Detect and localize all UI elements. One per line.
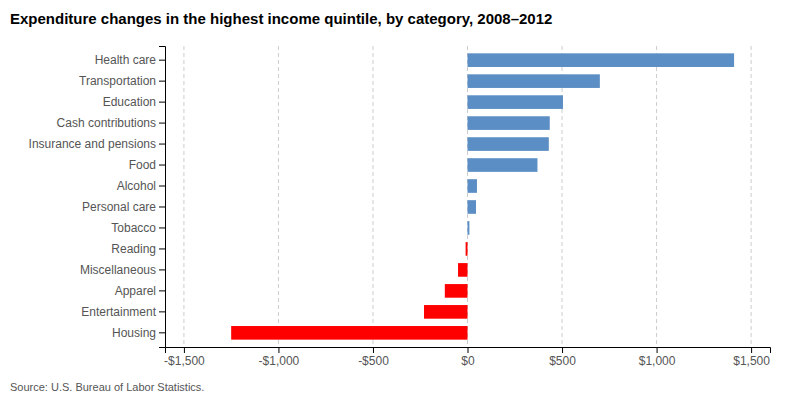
y-tick: Cash contributions (57, 116, 165, 130)
plot-area: -$1,500 -$1,000 -$500 $0 $500 $1,000 $1,500 Hea… (29, 46, 771, 368)
bar (424, 305, 467, 319)
x-tick: -$1,000 (259, 347, 300, 368)
y-tick-label: Food (129, 158, 156, 172)
x-tick-mark (657, 347, 658, 353)
y-tick-label: Personal care (82, 200, 156, 214)
x-tick: $1,500 (733, 347, 770, 368)
x-tick-label: -$1,500 (164, 354, 205, 368)
grid-line (562, 46, 563, 347)
grid-line (183, 46, 184, 347)
bar (458, 263, 467, 277)
bar (231, 326, 467, 340)
y-tick-mark (159, 269, 165, 270)
grid-line (656, 46, 657, 347)
y-tick: Apparel (115, 284, 165, 298)
y-tick: Insurance and pensions (29, 137, 165, 151)
y-tick-label: Tobacco (111, 221, 156, 235)
y-tick-label: Reading (111, 242, 156, 256)
grid-line (372, 46, 373, 347)
y-tick: Entertainment (81, 305, 165, 319)
annotation: Source: U.S. Bureau of Labor Statistics. (10, 381, 204, 393)
y-tick-label: Cash contributions (57, 116, 156, 130)
x-tick-mark (278, 347, 279, 353)
y-tick: Housing (112, 326, 165, 340)
grid-line (467, 46, 468, 347)
y-tick-label: Alcohol (117, 179, 156, 193)
y-tick-label: Health care (95, 53, 157, 67)
x-tick: $500 (549, 347, 576, 368)
y-tick-mark (159, 102, 165, 103)
x-tick-mark (184, 347, 185, 353)
y-tick: Personal care (82, 200, 165, 214)
bar (468, 53, 735, 67)
y-tick-mark (159, 123, 165, 124)
y-tick-mark (159, 290, 165, 291)
grid-line (751, 46, 752, 347)
y-tick-mark (159, 227, 165, 228)
y-tick-mark (159, 165, 165, 166)
y-tick-mark (159, 206, 165, 207)
y-tick-mark (159, 248, 165, 249)
x-tick-mark (562, 347, 563, 353)
y-tick-label: Miscellaneous (80, 263, 156, 277)
x-tick: -$500 (358, 347, 389, 368)
bar (468, 200, 477, 214)
y-tick-label: Education (103, 95, 156, 109)
y-tick-mark (159, 81, 165, 82)
y-tick: Health care (95, 53, 165, 67)
y-axis-line (159, 47, 166, 348)
y-tick-label: Insurance and pensions (29, 137, 156, 151)
x-tick-label: $500 (549, 354, 576, 368)
bar (468, 116, 550, 130)
y-tick-label: Housing (112, 326, 156, 340)
y-tick-label: Apparel (115, 284, 156, 298)
bar (468, 158, 538, 172)
bar (468, 74, 600, 88)
y-tick: Alcohol (117, 179, 165, 193)
bar (468, 137, 549, 151)
y-tick-mark (159, 144, 165, 145)
x-axis: -$1,500 -$1,000 -$500 $0 $500 $1,000 $1,500 (164, 347, 770, 368)
y-tick-label: Entertainment (81, 305, 156, 319)
x-tick-mark (468, 347, 469, 353)
y-tick-label: Transportation (79, 74, 156, 88)
y-tick: Miscellaneous (80, 263, 165, 277)
x-tick-label: -$1,000 (259, 354, 300, 368)
bar (468, 95, 563, 109)
bar (468, 179, 477, 193)
x-tick-label: -$500 (358, 354, 389, 368)
y-tick: Tobacco (111, 221, 165, 235)
bar (445, 284, 468, 298)
bar (468, 221, 470, 235)
chart: Expenditure changes in the highest incom… (0, 0, 800, 399)
x-tick: $1,000 (639, 347, 676, 368)
y-tick-mark (159, 332, 165, 333)
bars (231, 53, 734, 339)
x-tick-label: $0 (461, 354, 475, 368)
y-tick-mark (159, 60, 165, 61)
grid (184, 46, 751, 347)
y-tick: Reading (111, 242, 165, 256)
grid-line (278, 46, 279, 347)
x-tick-mark (751, 347, 752, 353)
y-tick: Transportation (79, 74, 165, 88)
x-tick: $0 (461, 347, 475, 368)
x-axis-line (166, 348, 771, 354)
x-tick-label: $1,500 (733, 354, 770, 368)
x-tick: -$1,500 (164, 347, 205, 368)
y-tick-mark (159, 186, 165, 187)
y-axis: Health care Transportation Education Cash c… (29, 47, 166, 348)
y-tick: Education (103, 95, 165, 109)
title: Expenditure changes in the highest incom… (10, 10, 552, 27)
y-tick: Food (129, 158, 165, 172)
bar (466, 242, 468, 256)
x-tick-mark (373, 347, 374, 353)
y-tick-mark (159, 311, 165, 312)
x-tick-label: $1,000 (639, 354, 676, 368)
